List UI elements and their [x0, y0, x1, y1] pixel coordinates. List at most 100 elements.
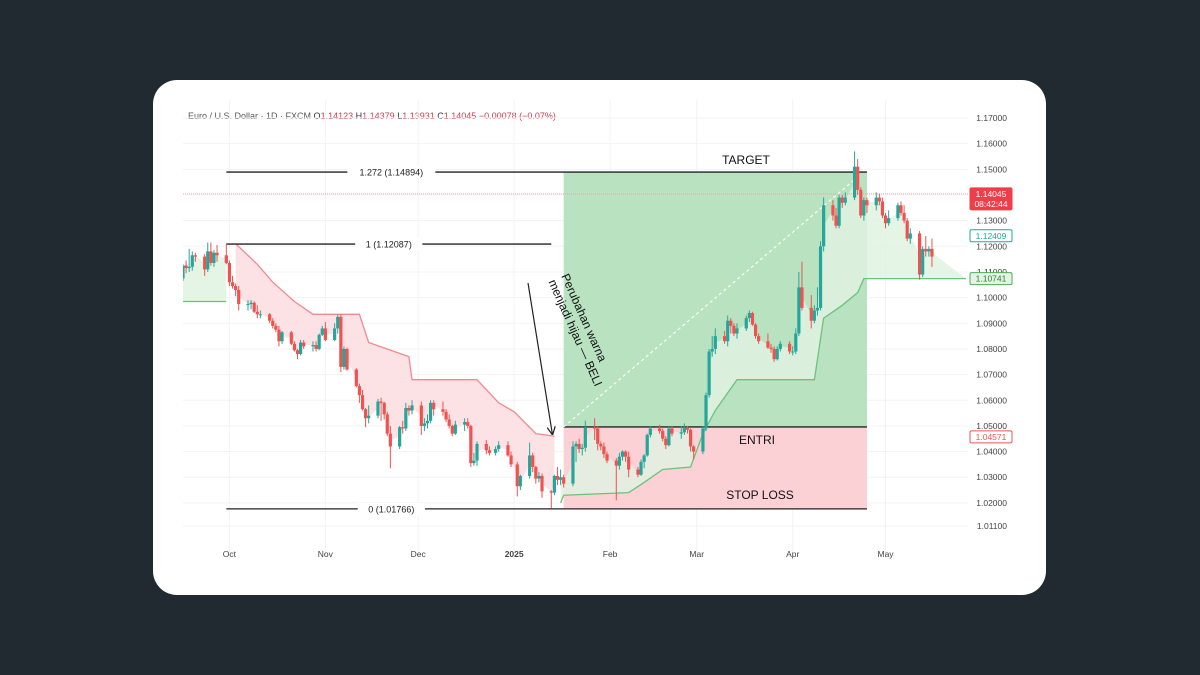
- supertrend-line-up: [559, 277, 966, 504]
- candle-body: [865, 200, 869, 206]
- candle-body: [187, 266, 191, 269]
- candle-body: [750, 313, 755, 325]
- candle-body: [593, 427, 597, 429]
- candle-body: [818, 246, 823, 308]
- candle: [862, 197, 866, 221]
- candle-body: [710, 348, 714, 352]
- candle-body: [617, 456, 621, 466]
- candle: [295, 348, 300, 360]
- high-label: H: [355, 111, 363, 121]
- candle-body: [475, 443, 479, 461]
- candle: [874, 192, 878, 211]
- candle: [339, 314, 343, 373]
- candle: [487, 446, 491, 456]
- candle: [822, 197, 826, 252]
- supertrend-fill-down: [235, 243, 555, 492]
- x-tick-label: Feb: [603, 549, 618, 559]
- candle-body: [453, 424, 457, 434]
- candle-body: [859, 189, 863, 216]
- candle-body: [917, 233, 922, 275]
- candle: [274, 323, 278, 333]
- candle: [574, 441, 578, 462]
- candle-body: [472, 460, 476, 464]
- y-tick-label: 1.10000: [976, 293, 1007, 303]
- candle-body: [302, 342, 306, 347]
- candle-body: [812, 310, 816, 321]
- candle: [661, 428, 665, 442]
- candle: [277, 325, 281, 347]
- candle-body: [398, 427, 402, 447]
- candle: [552, 474, 556, 496]
- candle-body: [425, 420, 430, 424]
- candle-body: [450, 425, 454, 434]
- candle: [357, 383, 362, 403]
- candle-body: [664, 438, 668, 446]
- candle: [425, 414, 430, 429]
- candle-body: [623, 451, 628, 457]
- candle-body: [441, 409, 445, 412]
- candle-body: [905, 220, 909, 239]
- candle-body: [432, 402, 436, 410]
- candle: [258, 310, 262, 319]
- candle-body: [880, 201, 885, 216]
- x-tick-label: 2025: [505, 549, 524, 559]
- candle-body: [815, 307, 820, 311]
- candle-body: [292, 343, 297, 351]
- x-tick-label: Dec: [411, 549, 427, 559]
- candle: [710, 336, 714, 357]
- candle-body: [707, 351, 711, 396]
- candle-body: [258, 314, 262, 316]
- candle: [345, 347, 349, 371]
- candle-body: [775, 348, 779, 360]
- candle-body: [726, 320, 730, 342]
- candle: [636, 466, 640, 478]
- candle: [234, 283, 238, 297]
- stop-loss-label: STOP LOSS: [726, 488, 794, 502]
- y-tick-label: 1.01100: [977, 521, 1007, 531]
- candle: [924, 236, 928, 257]
- y-tick-label: 1.02000: [976, 498, 1007, 508]
- candle-body: [732, 325, 736, 334]
- candle: [902, 205, 906, 224]
- price-tag-label: 1.04571: [976, 432, 1007, 442]
- open-label: O: [313, 111, 321, 121]
- candle-body: [577, 443, 581, 450]
- candle: [617, 452, 621, 470]
- candle-body: [614, 460, 618, 466]
- y-tick-label: 1.09000: [976, 318, 1007, 328]
- candle-body: [791, 351, 795, 353]
- candle: [744, 315, 748, 331]
- candle: [593, 418, 597, 441]
- candle: [463, 418, 467, 432]
- candle: [187, 248, 191, 272]
- candle-body: [385, 414, 389, 434]
- candle: [484, 440, 488, 455]
- candle-body: [704, 395, 708, 429]
- candle: [877, 193, 881, 206]
- candle-body: [822, 205, 826, 247]
- high-value: 1.14379: [362, 111, 395, 121]
- candle: [203, 254, 207, 276]
- candle-body: [679, 432, 683, 434]
- candle-body: [299, 342, 303, 355]
- candle-body: [183, 265, 185, 279]
- candle: [206, 242, 210, 272]
- candle: [224, 243, 228, 265]
- candle-body: [636, 469, 640, 475]
- candle: [441, 401, 445, 416]
- candle-body: [843, 197, 847, 203]
- candle: [466, 418, 470, 429]
- x-tick-label: Apr: [786, 549, 799, 559]
- candle-body: [379, 401, 383, 403]
- candle-body: [274, 325, 278, 330]
- supertrend-line-down: [235, 243, 555, 437]
- candle: [713, 328, 717, 355]
- candle-body: [692, 446, 696, 452]
- candle-body: [212, 252, 216, 263]
- x-tick-label: Mar: [689, 549, 704, 559]
- entry-label: ENTRI: [739, 433, 775, 447]
- y-tick-label: 1.13000: [976, 216, 1007, 226]
- candle-body: [184, 265, 188, 269]
- candle: [506, 441, 510, 457]
